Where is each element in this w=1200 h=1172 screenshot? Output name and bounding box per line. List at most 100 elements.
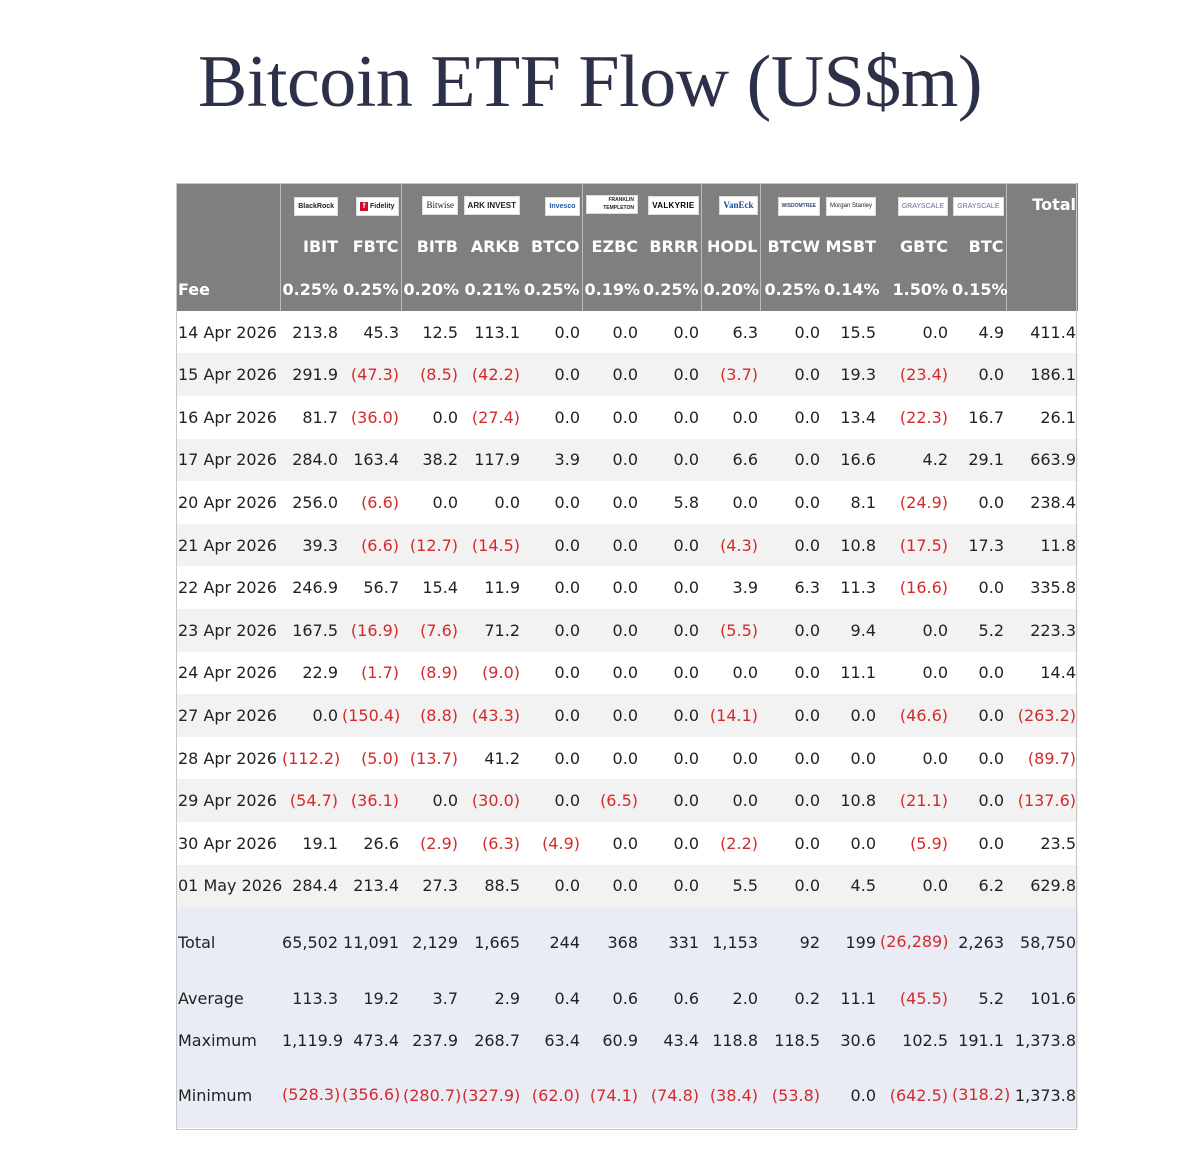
- flow-cell: 0.0: [878, 608, 950, 652]
- row-total-cell: (137.6): [1006, 779, 1078, 822]
- flow-cell: 6.6: [701, 438, 760, 482]
- row-total-cell: 663.9: [1006, 438, 1078, 482]
- flow-cell: 4.9: [950, 310, 1006, 354]
- ticker-cell: BTC: [950, 225, 1007, 269]
- flow-cell: 45.3: [340, 310, 401, 354]
- flow-cell: (8.9): [401, 651, 460, 695]
- flow-cell: (6.5): [582, 779, 640, 822]
- fee-cell: 0.25%: [522, 268, 583, 311]
- flow-cell: 5.2: [950, 608, 1006, 652]
- ticker-row: IBIT FBTC BITB ARKB BTCO EZBC BRRR HODL …: [176, 225, 1078, 269]
- flow-cell: (54.7): [280, 779, 340, 822]
- issuer-logo: Invesco: [522, 183, 583, 226]
- flow-cell: 118.5: [760, 1019, 822, 1063]
- flow-cell: 11,091: [340, 907, 401, 978]
- issuer-logo: WISDOMTREE: [760, 183, 822, 226]
- flow-cell: 0.0: [760, 694, 822, 737]
- fee-cell: 0.20%: [701, 268, 761, 311]
- flow-cell: (2.9): [401, 821, 460, 865]
- flow-cell: 0.0: [950, 353, 1006, 396]
- ticker-cell: BRRR: [640, 225, 702, 269]
- invesco-logo: Invesco: [545, 196, 580, 216]
- flow-cell: 0.0: [878, 736, 950, 780]
- flow-cell: 71.2: [460, 608, 522, 652]
- flow-cell: (2.2): [701, 821, 760, 865]
- flow-cell: 113.3: [280, 977, 340, 1020]
- flow-cell: 11.1: [822, 651, 878, 695]
- flow-cell: 0.0: [760, 310, 822, 354]
- flow-cell: 11.3: [822, 566, 878, 609]
- flow-cell: 246.9: [280, 566, 340, 609]
- vaneck-logo: VanEck: [719, 196, 758, 216]
- date-cell: 17 Apr 2026: [176, 438, 280, 482]
- valkyrie-logo: VALKYRIE: [648, 196, 699, 216]
- row-total-cell: 101.6: [1006, 977, 1078, 1020]
- ticker-cell: EZBC: [582, 225, 640, 269]
- issuer-logo: Morgan Stanley: [822, 183, 878, 226]
- flow-cell: 0.6: [582, 977, 640, 1020]
- date-cell: 22 Apr 2026: [176, 566, 280, 609]
- flow-cell: (14.1): [701, 694, 760, 737]
- flow-cell: 113.1: [460, 310, 522, 354]
- table-row: 21 Apr 2026 39.3 (6.6) (12.7) (14.5) 0.0 0.0 0.…: [176, 523, 1078, 567]
- issuer-logo: BlackRock: [280, 183, 340, 226]
- flow-cell: (6.6): [340, 523, 401, 567]
- fee-cell: 0.25%: [760, 268, 822, 311]
- flow-cell: (42.2): [460, 353, 522, 396]
- flow-cell: 167.5: [280, 608, 340, 652]
- flow-cell: 29.1: [950, 438, 1006, 482]
- flow-cell: 81.7: [280, 395, 340, 439]
- flow-cell: 1,665: [460, 907, 522, 978]
- grayscale-logo: GRAYSCALE: [953, 196, 1004, 216]
- date-cell: 16 Apr 2026: [176, 395, 280, 439]
- flow-cell: 284.0: [280, 438, 340, 482]
- flow-cell: 0.0: [582, 523, 640, 567]
- flow-cell: 0.0: [522, 694, 582, 737]
- flow-cell: 0.0: [878, 864, 950, 908]
- flow-cell: 6.3: [760, 566, 822, 609]
- flow-cell: (43.3): [460, 694, 522, 737]
- flow-cell: 11.1: [822, 977, 878, 1020]
- flow-cell: (150.4): [340, 694, 401, 737]
- summary-label: Average: [176, 977, 280, 1020]
- flow-cell: 41.2: [460, 736, 522, 780]
- flow-cell: 39.3: [280, 523, 340, 567]
- flow-cell: 0.0: [522, 353, 582, 396]
- flow-cell: (528.3): [280, 1062, 340, 1129]
- flow-cell: 284.4: [280, 864, 340, 908]
- date-cell: 21 Apr 2026: [176, 523, 280, 567]
- fee-cell: 0.25%: [640, 268, 702, 311]
- flow-cell: 291.9: [280, 353, 340, 396]
- flow-cell: (8.5): [401, 353, 460, 396]
- flow-cell: (3.7): [701, 353, 760, 396]
- flow-cell: 0.4: [522, 977, 582, 1020]
- flow-cell: 15.4: [401, 566, 460, 609]
- flow-cell: 0.0: [760, 395, 822, 439]
- issuer-logo: f Fidelity: [340, 183, 402, 226]
- issuer-logo: Bitwise: [401, 183, 460, 226]
- issuer-logo: FRANKLIN TEMPLETON: [582, 183, 640, 226]
- table-row: 22 Apr 2026 246.9 56.7 15.4 11.9 0.0 0.0 0.0 3.9…: [176, 566, 1078, 609]
- flow-cell: (14.5): [460, 523, 522, 567]
- flow-cell: 0.0: [582, 736, 640, 780]
- flow-cell: (280.7): [401, 1062, 461, 1129]
- flow-cell: 0.6: [640, 977, 701, 1020]
- flow-cell: (36.0): [340, 395, 401, 439]
- issuer-logo: VALKYRIE: [640, 183, 702, 226]
- flow-cell: 0.0: [950, 779, 1006, 822]
- flow-cell: 163.4: [340, 438, 401, 482]
- table-row: 30 Apr 2026 19.1 26.6 (2.9) (6.3) (4.9) 0.0 0.0…: [176, 821, 1078, 865]
- flow-cell: 19.2: [340, 977, 401, 1020]
- date-cell: 23 Apr 2026: [176, 608, 280, 652]
- flow-cell: 3.7: [401, 977, 460, 1020]
- row-total-cell: 58,750: [1006, 907, 1078, 978]
- fee-row: Fee 0.25% 0.25% 0.20% 0.21% 0.25% 0.19% …: [176, 268, 1078, 311]
- date-cell: 30 Apr 2026: [176, 821, 280, 865]
- flow-cell: 0.0: [701, 651, 760, 695]
- table-row: 23 Apr 2026 167.5 (16.9) (7.6) 71.2 0.0 0.0 0.0…: [176, 608, 1078, 652]
- flow-cell: 368: [582, 907, 640, 978]
- flow-cell: 0.0: [640, 608, 701, 652]
- flow-cell: 0.0: [522, 481, 582, 524]
- flow-cell: 3.9: [701, 566, 760, 609]
- flow-cell: 0.0: [522, 736, 582, 780]
